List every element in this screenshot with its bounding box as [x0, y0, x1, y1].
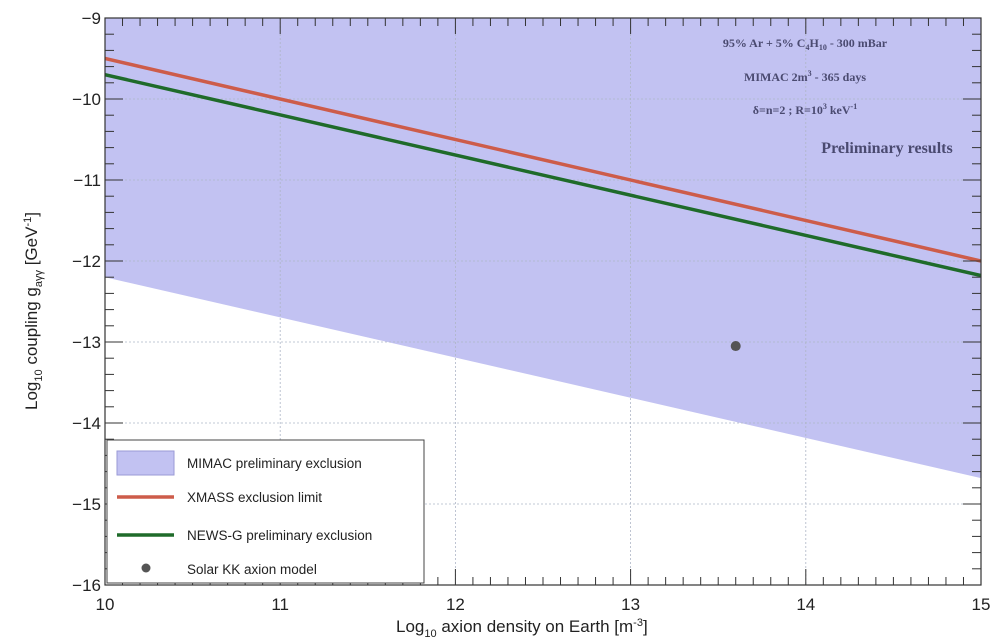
x-axis-title-pre: Log	[396, 617, 424, 636]
y-tick-label-0: −9	[82, 9, 101, 28]
y-axis-title-post1: [GeV	[22, 226, 41, 270]
y-axis-title: Log10 coupling gaγγ [GeV-1]	[22, 212, 45, 410]
annotation-detector-sup: 3	[808, 69, 812, 78]
annotation-detector-b: - 365 days	[812, 70, 867, 84]
annotation-model: δ=n=2 ; R=103 keV-1	[753, 102, 857, 117]
tick-label-layer: 10 11 12 13 14 15 −9 −10 −11 −12 −13 −14 −15 −16	[72, 9, 990, 614]
y-tick-label-1: −10	[72, 90, 101, 109]
annotation-model-sup2: -1	[851, 102, 858, 111]
y-tick-label-5: −14	[72, 414, 101, 433]
y-axis-title-sub2: aγγ	[33, 270, 45, 288]
y-axis-title-pre: Log	[22, 382, 41, 410]
y-tick-label-7: −16	[72, 576, 101, 595]
annotation-gas: 95% Ar + 5% C4H10 - 300 mBar	[723, 36, 888, 52]
legend-label-solar-kk: Solar KK axion model	[187, 562, 317, 577]
area-layer	[105, 18, 981, 479]
x-tick-label-4: 14	[796, 595, 815, 614]
series-line-1	[105, 56, 981, 263]
series-line-2	[105, 72, 981, 278]
annotation-status: Preliminary results	[821, 140, 952, 157]
annotation-model-sup1: 3	[823, 102, 827, 111]
x-axis-title: Log10 axion density on Earth [m-3]	[396, 617, 648, 640]
x-tick-label-2: 12	[446, 595, 465, 614]
y-tick-label-3: −12	[72, 252, 101, 271]
series-area-0	[105, 18, 981, 479]
x-tick-label-3: 13	[621, 595, 640, 614]
y-axis-title-mid: coupling g	[22, 287, 41, 369]
x-axis-title-sup: -3	[633, 617, 643, 629]
legend-label-newsg: NEWS-G preliminary exclusion	[187, 528, 372, 543]
y-tick-label-4: −13	[72, 333, 101, 352]
annotation-gas-c: - 300 mBar	[827, 36, 888, 50]
y-tick-label-2: −11	[73, 171, 101, 190]
y-axis-title-post2: ]	[22, 212, 41, 217]
x-tick-label-1: 11	[271, 595, 289, 614]
annotation-detector-a: MIMAC 2m	[744, 70, 808, 84]
y-axis-title-sup: -1	[22, 217, 34, 227]
x-axis-title-sub: 10	[424, 628, 436, 640]
annotation-gas-sub1: 4	[805, 43, 809, 52]
annotation-gas-sub2: 10	[819, 43, 827, 52]
series-point-3-0	[730, 341, 741, 352]
line-layer	[105, 56, 981, 278]
x-axis-title-post: ]	[643, 617, 648, 636]
annotation-detector: MIMAC 2m3 - 365 days	[744, 69, 866, 84]
y-axis-title-sub1: 10	[33, 369, 45, 381]
annotation-gas-b: H	[809, 36, 819, 50]
point-layer	[730, 341, 741, 352]
annotation-model-a: δ=n=2 ; R=10	[753, 103, 823, 117]
legend: MIMAC preliminary exclusion XMASS exclus…	[106, 439, 425, 584]
x-tick-label-5: 15	[972, 595, 991, 614]
annotation-gas-a: 95% Ar + 5% C	[723, 36, 806, 50]
x-axis-title-main: axion density on Earth [m	[437, 617, 634, 636]
x-tick-label-0: 10	[96, 595, 115, 614]
y-tick-label-6: −15	[72, 495, 101, 514]
legend-label-xmass: XMASS exclusion limit	[187, 490, 322, 505]
legend-label-mimac: MIMAC preliminary exclusion	[187, 456, 362, 471]
annotation-model-b: keV	[827, 103, 851, 117]
legend-swatch-mimac	[116, 450, 175, 476]
legend-swatch-solar-kk	[141, 563, 151, 573]
